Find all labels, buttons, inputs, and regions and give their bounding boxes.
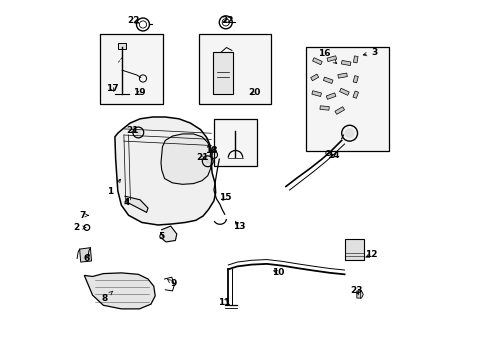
Text: 8: 8	[102, 291, 113, 302]
Text: 5: 5	[158, 233, 164, 242]
Circle shape	[344, 128, 354, 138]
Text: 18: 18	[204, 146, 217, 155]
Text: 21: 21	[195, 153, 208, 162]
Polygon shape	[325, 93, 335, 99]
Polygon shape	[160, 226, 177, 242]
Polygon shape	[352, 91, 358, 98]
Polygon shape	[341, 60, 350, 66]
Polygon shape	[326, 56, 336, 62]
Polygon shape	[125, 196, 148, 212]
Text: 1: 1	[107, 179, 120, 196]
Polygon shape	[353, 56, 357, 63]
Text: 23: 23	[350, 287, 362, 295]
Text: 12: 12	[364, 251, 377, 259]
Text: 9: 9	[167, 279, 176, 288]
Bar	[305, 47, 387, 151]
Text: 10: 10	[272, 269, 285, 277]
Polygon shape	[323, 77, 332, 84]
Text: 14: 14	[327, 151, 339, 160]
Polygon shape	[115, 117, 215, 225]
Polygon shape	[311, 91, 321, 96]
Text: 20: 20	[248, 88, 260, 97]
Polygon shape	[319, 106, 328, 110]
Polygon shape	[352, 76, 358, 83]
Bar	[199, 34, 271, 104]
Text: 19: 19	[133, 88, 145, 97]
Circle shape	[135, 130, 141, 135]
Polygon shape	[161, 134, 211, 184]
Text: 15: 15	[219, 193, 231, 202]
Text: 22: 22	[127, 16, 140, 25]
Text: 21: 21	[126, 126, 138, 135]
Polygon shape	[356, 291, 363, 298]
Text: 7: 7	[79, 211, 88, 220]
Polygon shape	[310, 74, 318, 81]
Circle shape	[204, 158, 210, 164]
Bar	[101, 34, 163, 104]
Text: 3: 3	[363, 48, 377, 57]
Polygon shape	[312, 58, 322, 65]
Text: 13: 13	[232, 222, 245, 231]
Bar	[118, 43, 126, 49]
Text: 2: 2	[73, 223, 86, 232]
Polygon shape	[84, 273, 155, 309]
Text: 4: 4	[123, 198, 129, 207]
Polygon shape	[80, 248, 91, 262]
Polygon shape	[339, 88, 348, 95]
Bar	[344, 239, 364, 260]
Text: 6: 6	[83, 254, 90, 263]
Polygon shape	[337, 73, 346, 78]
Text: 11: 11	[217, 298, 230, 307]
Text: 16: 16	[318, 49, 336, 63]
Text: 22: 22	[221, 16, 233, 25]
Polygon shape	[334, 107, 344, 114]
Text: 17: 17	[105, 84, 118, 93]
Bar	[213, 119, 257, 166]
Bar	[213, 52, 232, 94]
